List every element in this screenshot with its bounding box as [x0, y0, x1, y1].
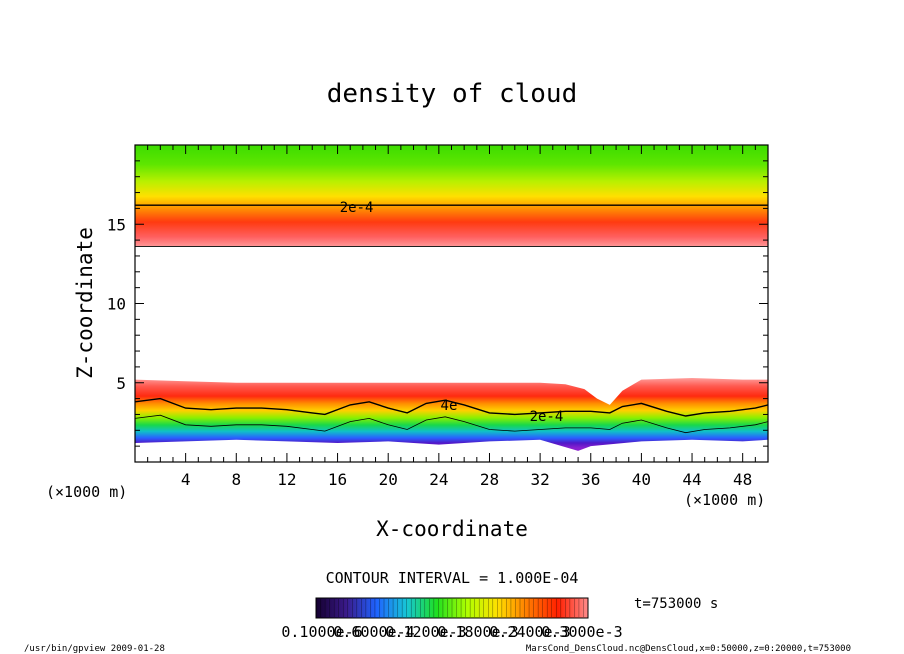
contour-labels: 2e-4 2e-4 4e [340, 200, 564, 425]
colorbar-labels: 0.1000e-60.6000e-40.1200e-30.1800e-30.24… [281, 623, 622, 641]
x-tick-label: 20 [379, 470, 398, 489]
x-tick-label: 24 [429, 470, 448, 489]
y-axis: 5 10 15 [107, 160, 768, 447]
time-label: t=753000 s [634, 596, 718, 612]
contour-label: 2e-4 [340, 200, 374, 216]
x-tick-label: 36 [581, 470, 600, 489]
x-unit-label: (×1000 m) [684, 491, 765, 509]
x-tick-label: 32 [530, 470, 549, 489]
lower-contour-inner [135, 414, 768, 434]
colorbar-label: 0.1800e-3 [437, 623, 518, 641]
colorbar-label: 0.1200e-3 [385, 623, 466, 641]
contour-interval-text: CONTOUR INTERVAL = 1.000E-04 [326, 569, 579, 587]
colorbar-label: 0.1000e-6 [281, 623, 362, 641]
x-tick-label: 44 [682, 470, 701, 489]
lower-contour-2e-4 [135, 397, 768, 417]
footer-source: MarsCond_DensCloud.nc@DensCloud,x=0:5000… [526, 644, 851, 654]
y-tick-label: 15 [107, 215, 126, 234]
x-tick-label: 4 [181, 470, 191, 489]
chart-title: density of cloud [327, 79, 577, 109]
x-tick-label: 40 [632, 470, 651, 489]
colorbar-label: 0.3000e-3 [541, 623, 622, 641]
contour-label: 2e-4 [530, 409, 564, 425]
upper-cloud-layer [135, 145, 768, 247]
y-axis-label: Z-coordinate [73, 227, 97, 379]
contour-label: 4e [441, 398, 458, 414]
footer-program: /usr/bin/gpview 2009-01-28 [24, 644, 165, 654]
x-tick-label: 28 [480, 470, 499, 489]
x-axis-label: X-coordinate [376, 517, 528, 541]
x-tick-label: 12 [277, 470, 296, 489]
colorbar-label: 0.2400e-3 [489, 623, 570, 641]
colorbar-stripes [320, 599, 584, 617]
x-tick-label: 8 [231, 470, 241, 489]
colorbar-label: 0.6000e-4 [333, 623, 414, 641]
x-axis: 4 8 12 16 20 24 28 32 36 40 44 48 [147, 145, 756, 489]
x-tick-label: 48 [733, 470, 752, 489]
x-tick-label: 16 [328, 470, 347, 489]
y-tick-label: 5 [116, 374, 126, 393]
plot-area [135, 145, 768, 451]
lower-cloud-layer [135, 378, 768, 451]
y-unit-label: (×1000 m) [46, 483, 127, 501]
y-tick-label: 10 [107, 295, 126, 314]
